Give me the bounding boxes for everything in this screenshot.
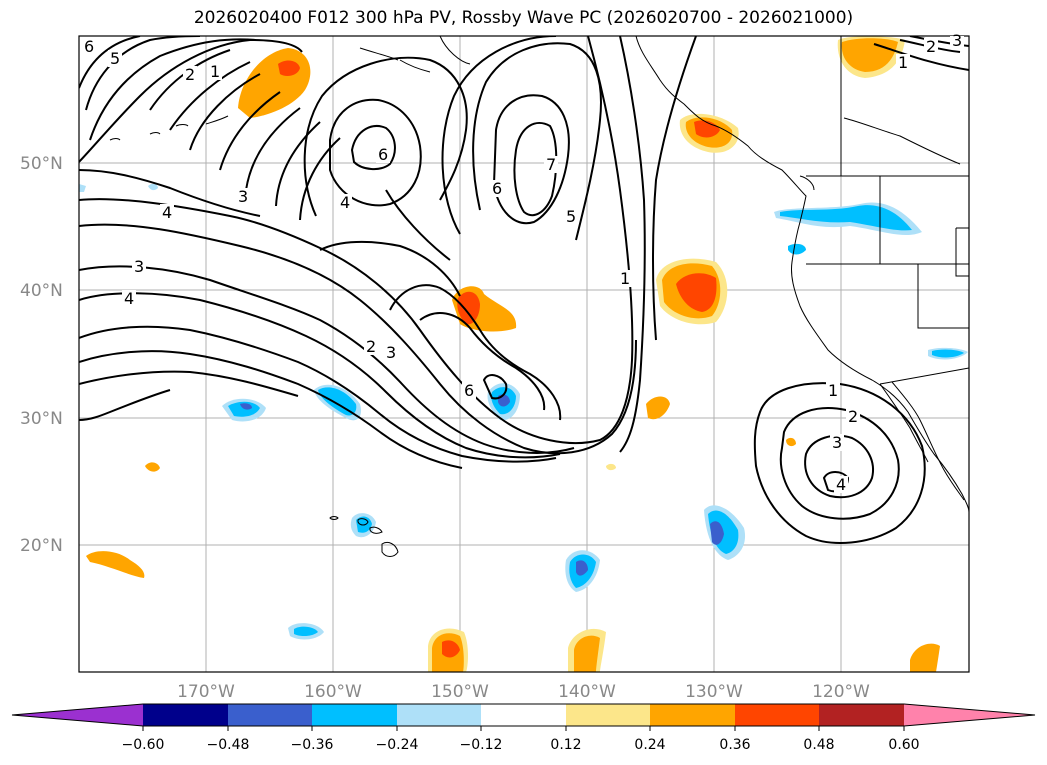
colorbar-tick: 0.36 [719, 737, 750, 753]
figure-title: 2026020400 F012 300 hPa PV, Rossby Wave … [193, 8, 854, 28]
anomaly-cool-11 [148, 183, 158, 191]
lat-label-40n: 40°N [20, 281, 63, 301]
lon-label-140w: 140°W [558, 682, 616, 702]
anomaly-cool-4 [228, 401, 260, 417]
anomaly-warm-13 [910, 643, 940, 672]
anomaly-warm-1-core [278, 60, 300, 76]
contour-label-6: 6 [84, 37, 94, 56]
contour-label-1: 1 [898, 53, 908, 72]
anomaly-warm-7 [145, 462, 160, 472]
colorbar-tick: −0.24 [376, 737, 419, 753]
longitude-labels: 170°W 160°W 150°W 140°W 130°W 120°W [177, 682, 870, 702]
colorbar-extend-min [12, 704, 143, 726]
contour-label-3: 3 [952, 31, 962, 50]
anomaly-warm-8 [606, 463, 616, 471]
colorbar-segment [312, 704, 397, 726]
contour-label-5: 5 [110, 49, 120, 68]
contour-labels: 6 5 2 1 6 4 3 4 3 4 6 7 5 1 2 3 6 1 2 3 … [82, 31, 964, 494]
anomaly-cool-12 [79, 184, 86, 192]
anomaly-warm-11-core [442, 640, 460, 658]
colorbar-segment [481, 704, 566, 726]
graticule [79, 36, 969, 672]
contour-label-1: 1 [620, 269, 630, 288]
colorbar-tick: 0.48 [803, 737, 834, 753]
west-coast-line [635, 36, 969, 513]
colorbar-segment [143, 704, 228, 726]
anomaly-cool-4-core [240, 403, 252, 410]
anomaly-warm-4-core [676, 273, 717, 312]
lon-label-120w: 120°W [812, 682, 870, 702]
latitude-labels: 50°N 40°N 30°N 20°N [20, 154, 63, 556]
lat-label-20n: 20°N [20, 536, 63, 556]
contour-label-4: 4 [340, 193, 350, 212]
anomaly-warm-6 [646, 396, 670, 420]
colorbar-tick: −0.12 [460, 737, 503, 753]
colorbar-tick: −0.60 [122, 737, 165, 753]
map-area [79, 36, 969, 672]
anomaly-warm-12 [574, 635, 600, 672]
colorbar-tick: −0.36 [291, 737, 334, 753]
contour-label-5: 5 [566, 207, 576, 226]
contour-label-3: 3 [238, 187, 248, 206]
contour-label-2: 2 [185, 65, 195, 84]
contour-label-3: 3 [134, 257, 144, 276]
contour-label-7: 7 [546, 155, 556, 174]
colorbar-tick: −0.48 [207, 737, 250, 753]
colorbar-tick: 0.12 [550, 737, 581, 753]
contour-label-2: 2 [366, 337, 376, 356]
anomaly-warm-5-core [457, 291, 480, 325]
contour-label-4: 4 [836, 475, 846, 494]
contour-label-2: 2 [926, 37, 936, 56]
contour-label-6: 6 [378, 145, 388, 164]
map-frame [78, 35, 970, 673]
colorbar: −0.60 −0.48 −0.36 −0.24 −0.12 0.12 0.24 … [11, 703, 1036, 753]
colorbar-tick: 0.24 [634, 737, 665, 753]
colorbar-extend-max [904, 704, 1035, 726]
anomaly-cool-1 [780, 205, 912, 231]
lon-label-160w: 160°W [304, 682, 362, 702]
contour-label-3: 3 [386, 343, 396, 362]
colorbar-segment [735, 704, 819, 726]
anomaly-cool-10 [294, 626, 318, 637]
lon-label-150w: 150°W [431, 682, 489, 702]
lat-label-30n: 30°N [20, 409, 63, 429]
anomaly-warm-9 [786, 437, 796, 447]
pv-contours [79, 36, 969, 544]
contour-label-4: 4 [162, 203, 172, 222]
colorbar-segment [397, 704, 481, 726]
negative-anomalies [79, 183, 968, 640]
colorbar-segment [650, 704, 735, 726]
colorbar-tick: 0.60 [888, 737, 919, 753]
lat-label-50n: 50°N [20, 154, 63, 174]
contour-label-3: 3 [832, 433, 842, 452]
contour-label-4: 4 [124, 289, 134, 308]
colorbar-segment [566, 704, 650, 726]
lon-label-170w: 170°W [177, 682, 235, 702]
anomaly-cool-9-core [576, 560, 588, 576]
anomaly-cool-7-core [710, 521, 724, 545]
colorbar-segment [819, 704, 904, 726]
contour-label-2: 2 [848, 407, 858, 426]
contour-label-6: 6 [492, 179, 502, 198]
contour-label-1: 1 [210, 62, 220, 81]
lon-label-130w: 130°W [685, 682, 743, 702]
anomaly-cool-2 [788, 243, 806, 255]
anomaly-warm-10 [86, 551, 145, 578]
contour-label-6: 6 [464, 381, 474, 400]
contour-label-1: 1 [828, 381, 838, 400]
anomaly-cool-3 [932, 349, 964, 358]
colorbar-segment [228, 704, 312, 726]
positive-anomalies [86, 36, 940, 672]
